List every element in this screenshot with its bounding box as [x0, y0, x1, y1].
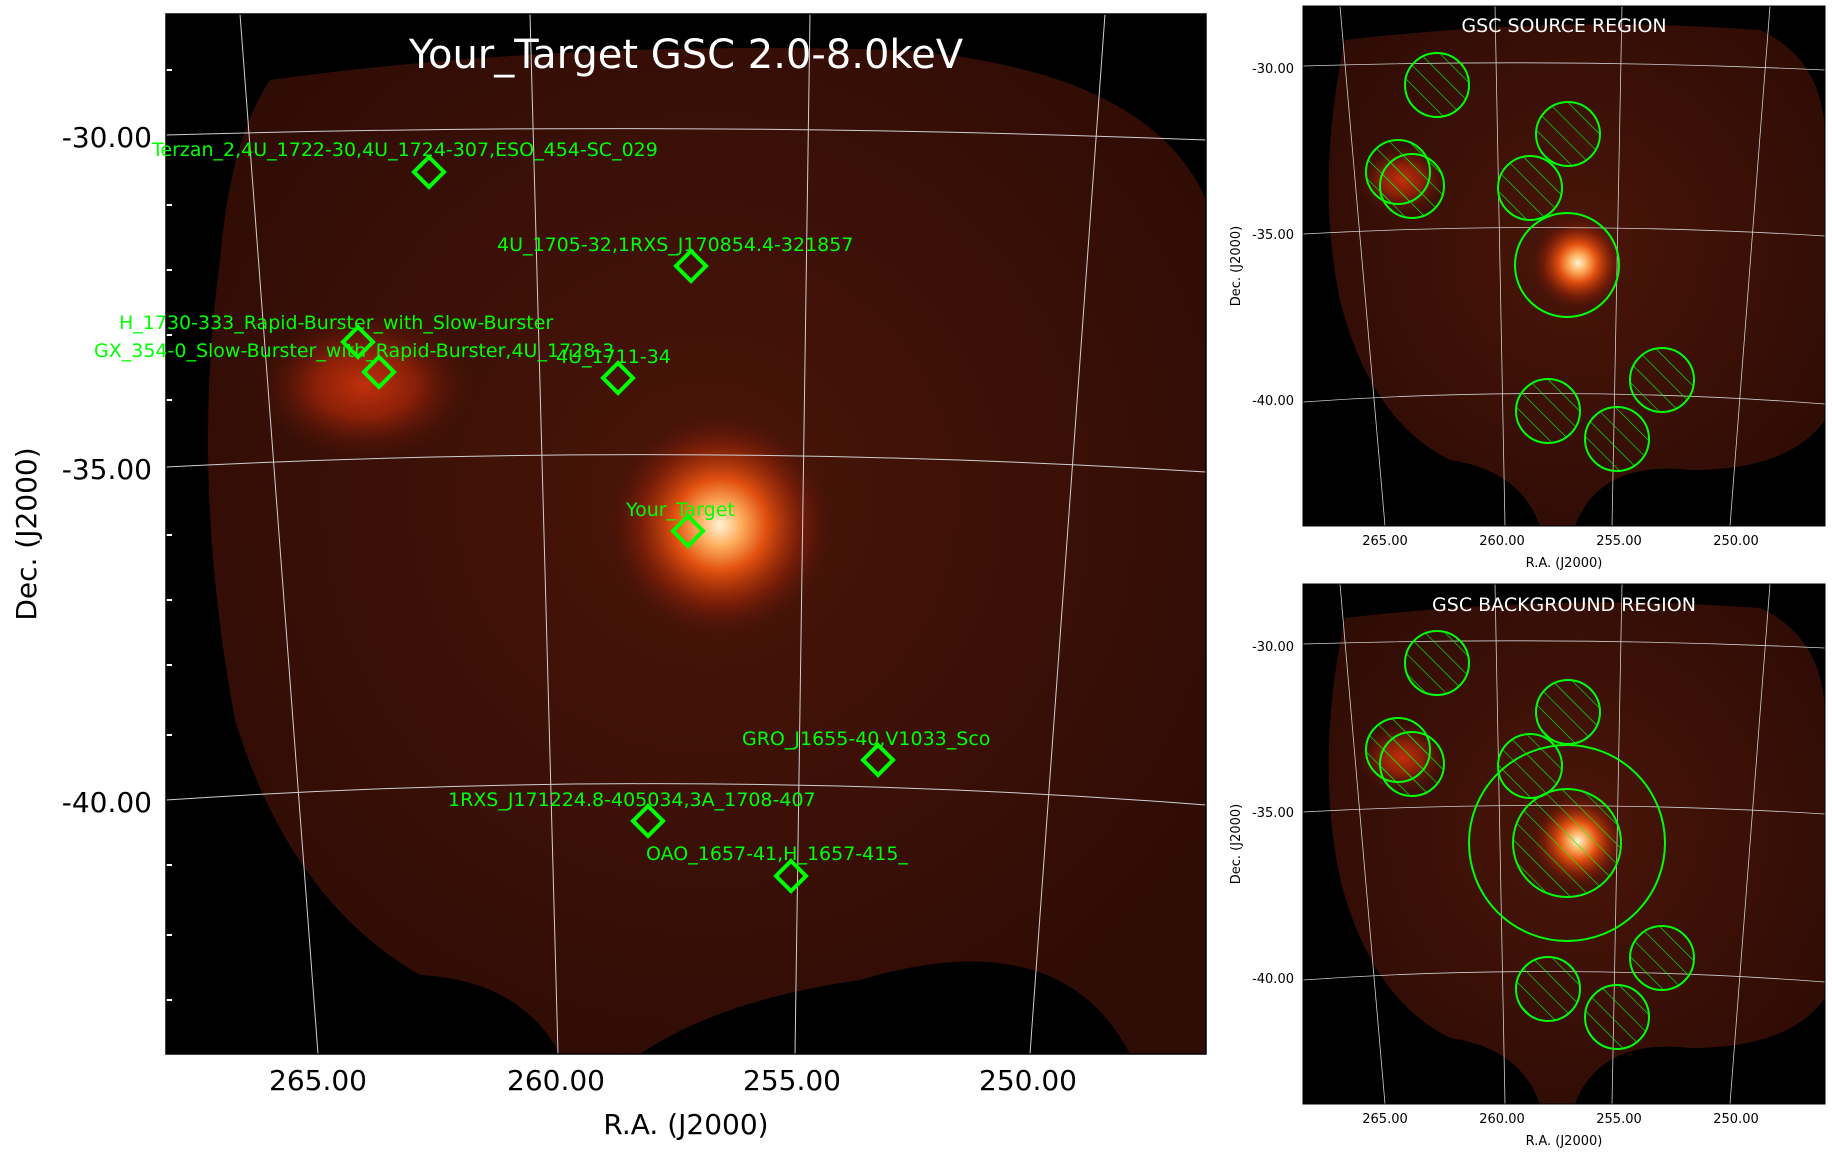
source-dec-tick-labels: -30.00 -35.00 -40.00: [1252, 62, 1294, 409]
ra-tick-label: 260.00: [1479, 1112, 1525, 1127]
dec-tick-label: -30.00: [62, 121, 152, 154]
source-image: [1303, 6, 1825, 526]
source-label: 4U_1705-32,1RXS_J170854.4-321857: [497, 234, 853, 256]
burster-emission: [255, 310, 475, 460]
excluded-region: [1535, 679, 1601, 745]
source-label: Your_Target: [625, 499, 735, 521]
excluded-region: [1584, 984, 1650, 1050]
background-panel-title: GSC BACKGROUND REGION: [1432, 594, 1696, 616]
excluded-region: [1379, 731, 1445, 797]
source-label: 4U_1711-34: [556, 346, 671, 368]
excluded-region: [1404, 630, 1470, 696]
coordinate-grid: [166, 14, 1206, 1054]
source-label: H_1730-333_Rapid-Burster_with_Slow-Burst…: [119, 312, 553, 334]
background-y-axis-label: Dec. (J2000): [1229, 804, 1244, 884]
source-extraction-circle: [1514, 212, 1620, 318]
dec-tick-label: -30.00: [1252, 62, 1294, 77]
excluded-region: [1515, 378, 1581, 444]
ra-tick-label: 255.00: [1596, 1112, 1642, 1127]
source-ra-tick-labels: 265.00 260.00 255.00 250.00: [1362, 534, 1759, 549]
source-target-emission: [1530, 215, 1626, 311]
background-region-panel: GSC BACKGROUND REGION -30.00 -35.00 -40.…: [1229, 583, 1826, 1149]
ra-tick-label: 265.00: [1362, 534, 1408, 549]
dec-tick-label: -40.00: [1252, 394, 1294, 409]
source-marker-gx354: [361, 354, 397, 390]
excluded-region: [1497, 155, 1563, 221]
excluded-region: [1497, 733, 1563, 799]
background-frame: [1302, 583, 1826, 1105]
source-panel-title: GSC SOURCE REGION: [1461, 15, 1666, 37]
source-label: OAO_1657-41,H_1657-415_: [646, 843, 908, 865]
source-marker-oao1657: [773, 858, 809, 894]
excluded-region: [1584, 406, 1650, 472]
dec-tick-label: -30.00: [1252, 640, 1294, 655]
source-region-circles: [1365, 52, 1695, 472]
source-labels: Terzan_2,4U_1722-30,4U_1724-307,ESO_454-…: [94, 139, 990, 865]
dec-tick-label: -40.00: [62, 786, 152, 819]
source-label: GX_354-0_Slow-Burster_with_Rapid-Burster…: [94, 340, 614, 362]
main-x-axis-label: R.A. (J2000): [603, 1108, 768, 1141]
source-label: 1RXS_J171224.8-405034,3A_1708-407: [448, 789, 816, 811]
main-ra-tick-labels: 265.00 260.00 255.00 250.00: [269, 1064, 1077, 1097]
main-title: Your_Target GSC 2.0-8.0keV: [408, 32, 964, 78]
ra-tick-label: 255.00: [1596, 534, 1642, 549]
source-marker-1rxs-j171224: [630, 803, 666, 839]
excluded-region: [1379, 153, 1445, 219]
dec-tick-label: -35.00: [1252, 228, 1294, 243]
source-marker-gro-j1655: [860, 742, 896, 778]
ra-tick-label: 265.00: [269, 1064, 367, 1097]
dec-tick-label: -35.00: [1252, 806, 1294, 821]
source-y-axis-label: Dec. (J2000): [1229, 226, 1244, 306]
main-y-axis-label: Dec. (J2000): [10, 447, 43, 620]
excluded-region: [1515, 956, 1581, 1022]
main-panel: Your_Target GSC 2.0-8.0keV Terzan_2,4U_1…: [10, 13, 1207, 1141]
background-x-axis-label: R.A. (J2000): [1526, 1134, 1603, 1149]
source-x-axis-label: R.A. (J2000): [1526, 556, 1603, 571]
background-dec-tick-labels: -30.00 -35.00 -40.00: [1252, 640, 1294, 987]
source-markers: [340, 154, 896, 894]
main-dec-tick-labels: -30.00 -35.00 -40.00: [62, 121, 152, 819]
excluded-region: [1404, 52, 1470, 118]
source-marker-your-target: [670, 513, 706, 549]
excluded-region: [1629, 347, 1695, 413]
main-frame: [165, 13, 1207, 1055]
source-label: GRO_J1655-40,V1033_Sco: [742, 728, 990, 750]
target-emission: [605, 410, 835, 640]
dec-tick-label: -40.00: [1252, 972, 1294, 987]
ra-tick-label: 250.00: [1713, 1112, 1759, 1127]
ra-tick-label: 260.00: [1479, 534, 1525, 549]
ra-tick-label: 255.00: [743, 1064, 841, 1097]
source-marker-4u1711: [600, 360, 636, 396]
main-minor-ticks: [166, 69, 172, 1001]
excluded-source-region: [1512, 788, 1622, 898]
source-region-panel: GSC SOURCE REGION -30.00 -35.00 -40.00 2…: [1229, 5, 1826, 571]
excluded-region: [1629, 925, 1695, 991]
ra-tick-label: 260.00: [507, 1064, 605, 1097]
ra-tick-label: 250.00: [979, 1064, 1077, 1097]
source-marker-h1730: [340, 324, 376, 360]
source-frame: [1302, 5, 1826, 527]
source-marker-4u1705: [673, 248, 709, 284]
background-region-circles: [1365, 630, 1695, 1050]
background-image: [1303, 584, 1825, 1104]
source-label: Terzan_2,4U_1722-30,4U_1724-307,ESO_454-…: [151, 139, 658, 161]
source-marker-terzan2: [411, 154, 447, 190]
ra-tick-label: 265.00: [1362, 1112, 1408, 1127]
excluded-region: [1535, 101, 1601, 167]
main-image: [166, 14, 1206, 1054]
background-annulus-outer: [1468, 744, 1666, 942]
ra-tick-label: 250.00: [1713, 534, 1759, 549]
background-ra-tick-labels: 265.00 260.00 255.00 250.00: [1362, 1112, 1759, 1127]
dec-tick-label: -35.00: [62, 453, 152, 486]
